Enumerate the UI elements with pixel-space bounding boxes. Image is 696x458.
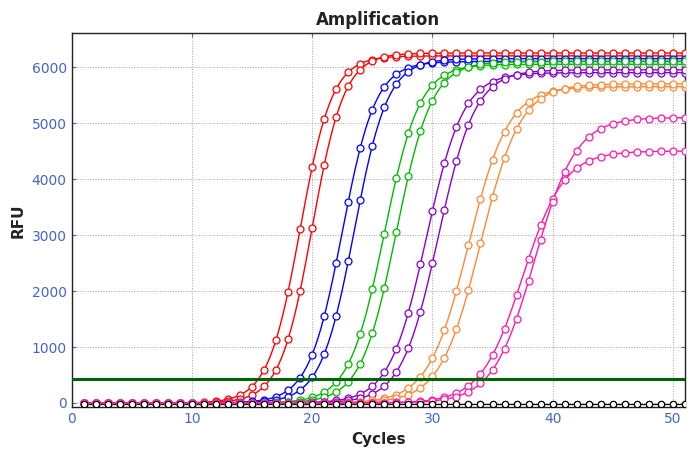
Y-axis label: RFU: RFU	[11, 203, 26, 238]
X-axis label: Cycles: Cycles	[351, 432, 406, 447]
Title: Amplification: Amplification	[316, 11, 441, 29]
